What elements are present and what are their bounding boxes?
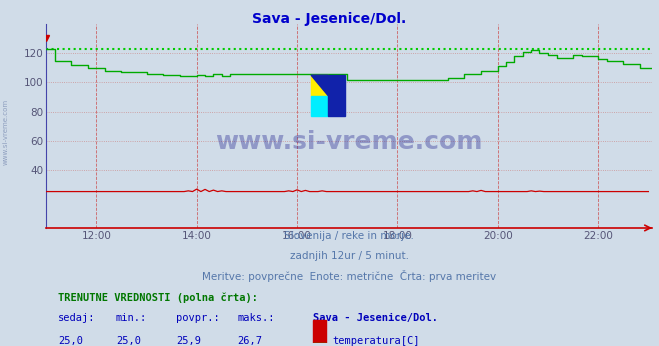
Text: Meritve: povprečne  Enote: metrične  Črta: prva meritev: Meritve: povprečne Enote: metrične Črta:… [202,270,496,282]
Text: Sava - Jesenice/Dol.: Sava - Jesenice/Dol. [252,12,407,26]
Text: maks.:: maks.: [237,313,275,323]
Bar [313,343,326,346]
Bar [311,95,328,116]
Bar [311,75,328,95]
Text: www.si-vreme.com: www.si-vreme.com [215,130,483,154]
Text: temperatura[C]: temperatura[C] [332,336,420,346]
Text: 25,9: 25,9 [177,336,202,346]
Text: sedaj:: sedaj: [58,313,96,323]
Bar [328,75,345,116]
Text: TRENUTNE VREDNOSTI (polna črta):: TRENUTNE VREDNOSTI (polna črta): [58,292,258,303]
Text: 26,7: 26,7 [237,336,262,346]
Bar [313,320,326,343]
Text: www.si-vreme.com: www.si-vreme.com [2,98,9,165]
Text: min.:: min.: [116,313,147,323]
Text: Slovenija / reke in morje.: Slovenija / reke in morje. [284,231,415,242]
Text: povpr.:: povpr.: [177,313,220,323]
Text: 25,0: 25,0 [58,336,83,346]
Text: zadnjih 12ur / 5 minut.: zadnjih 12ur / 5 minut. [290,251,409,261]
Polygon shape [311,75,328,95]
Text: Sava - Jesenice/Dol.: Sava - Jesenice/Dol. [313,313,438,323]
Text: 25,0: 25,0 [116,336,141,346]
